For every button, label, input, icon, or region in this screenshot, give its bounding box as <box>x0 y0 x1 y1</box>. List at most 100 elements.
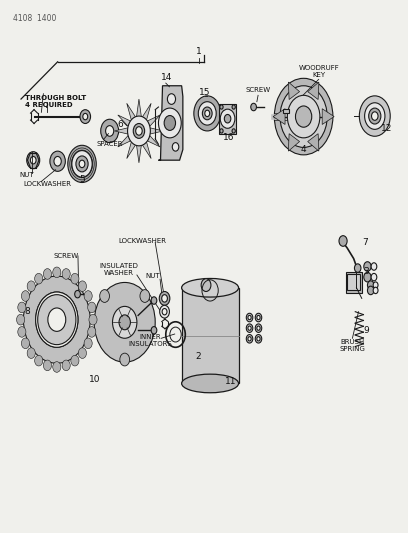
Circle shape <box>88 327 96 337</box>
Circle shape <box>194 96 221 131</box>
Text: 11: 11 <box>225 377 236 386</box>
Text: 12: 12 <box>381 124 392 133</box>
Circle shape <box>280 86 327 148</box>
Text: 1: 1 <box>196 47 202 55</box>
Circle shape <box>78 281 86 292</box>
Circle shape <box>35 273 43 284</box>
Circle shape <box>248 316 251 320</box>
Circle shape <box>120 353 130 366</box>
Text: 7: 7 <box>362 238 368 247</box>
Circle shape <box>21 338 29 349</box>
Circle shape <box>53 267 61 278</box>
Polygon shape <box>308 134 319 151</box>
Text: NUT: NUT <box>146 273 160 279</box>
Circle shape <box>151 297 157 304</box>
Circle shape <box>84 338 92 349</box>
Circle shape <box>255 335 262 343</box>
Circle shape <box>373 287 378 294</box>
Circle shape <box>136 127 142 135</box>
Polygon shape <box>127 103 135 120</box>
Circle shape <box>88 302 96 313</box>
Circle shape <box>17 314 25 325</box>
Text: INSULATED
WASHER: INSULATED WASHER <box>99 263 138 276</box>
Circle shape <box>27 281 35 292</box>
Circle shape <box>359 96 390 136</box>
Circle shape <box>167 94 175 104</box>
Text: 8: 8 <box>24 307 30 316</box>
Circle shape <box>205 110 210 117</box>
Text: LOCKWASHER: LOCKWASHER <box>118 238 166 244</box>
Circle shape <box>257 316 260 320</box>
Text: INNER
INSULATORS: INNER INSULATORS <box>129 334 172 348</box>
Circle shape <box>255 324 262 333</box>
Circle shape <box>106 126 114 136</box>
Circle shape <box>255 313 262 322</box>
Text: 5: 5 <box>79 175 85 184</box>
Circle shape <box>220 129 223 133</box>
Circle shape <box>35 292 78 348</box>
Circle shape <box>373 282 378 288</box>
Circle shape <box>257 337 260 341</box>
Bar <box>346 272 362 293</box>
Circle shape <box>224 115 231 123</box>
Ellipse shape <box>182 278 239 297</box>
Circle shape <box>371 263 377 270</box>
Circle shape <box>100 289 109 302</box>
Circle shape <box>201 279 211 292</box>
Circle shape <box>248 326 251 330</box>
Text: LOCKWASHER: LOCKWASHER <box>23 181 71 187</box>
Circle shape <box>24 276 90 364</box>
Circle shape <box>159 292 170 305</box>
Circle shape <box>27 348 35 358</box>
Text: SCREW: SCREW <box>53 253 78 259</box>
Circle shape <box>113 306 137 338</box>
Circle shape <box>62 269 70 279</box>
Circle shape <box>140 289 150 302</box>
Circle shape <box>220 109 235 128</box>
Circle shape <box>355 264 361 272</box>
Circle shape <box>364 272 371 282</box>
Circle shape <box>128 116 150 146</box>
Bar <box>283 109 289 114</box>
Circle shape <box>119 315 131 330</box>
Text: 15: 15 <box>199 87 211 96</box>
Circle shape <box>133 124 144 139</box>
Circle shape <box>76 156 88 172</box>
Polygon shape <box>142 142 151 158</box>
Polygon shape <box>288 134 299 151</box>
Text: 16: 16 <box>223 133 234 142</box>
Bar <box>347 274 360 290</box>
Circle shape <box>158 108 181 138</box>
Polygon shape <box>118 115 131 126</box>
Circle shape <box>30 157 36 164</box>
Circle shape <box>71 356 79 366</box>
Circle shape <box>21 290 29 301</box>
Circle shape <box>72 151 92 177</box>
Circle shape <box>38 295 76 345</box>
Circle shape <box>371 273 377 281</box>
Polygon shape <box>273 109 285 125</box>
Text: 6: 6 <box>118 119 124 128</box>
Circle shape <box>68 146 96 182</box>
Circle shape <box>287 95 320 138</box>
Circle shape <box>78 348 86 358</box>
Circle shape <box>198 102 216 125</box>
Circle shape <box>89 314 97 325</box>
Polygon shape <box>288 82 299 100</box>
Circle shape <box>202 107 212 120</box>
Circle shape <box>43 360 51 370</box>
Circle shape <box>54 157 61 166</box>
Circle shape <box>101 119 119 143</box>
Circle shape <box>368 286 374 295</box>
Circle shape <box>62 360 70 370</box>
Circle shape <box>369 108 381 124</box>
Polygon shape <box>220 104 236 134</box>
Circle shape <box>339 236 347 246</box>
Circle shape <box>274 78 333 155</box>
Polygon shape <box>137 146 141 163</box>
Circle shape <box>246 335 253 343</box>
Text: SCREW: SCREW <box>246 87 271 93</box>
Circle shape <box>220 105 223 109</box>
Circle shape <box>368 281 374 289</box>
Circle shape <box>365 103 385 130</box>
